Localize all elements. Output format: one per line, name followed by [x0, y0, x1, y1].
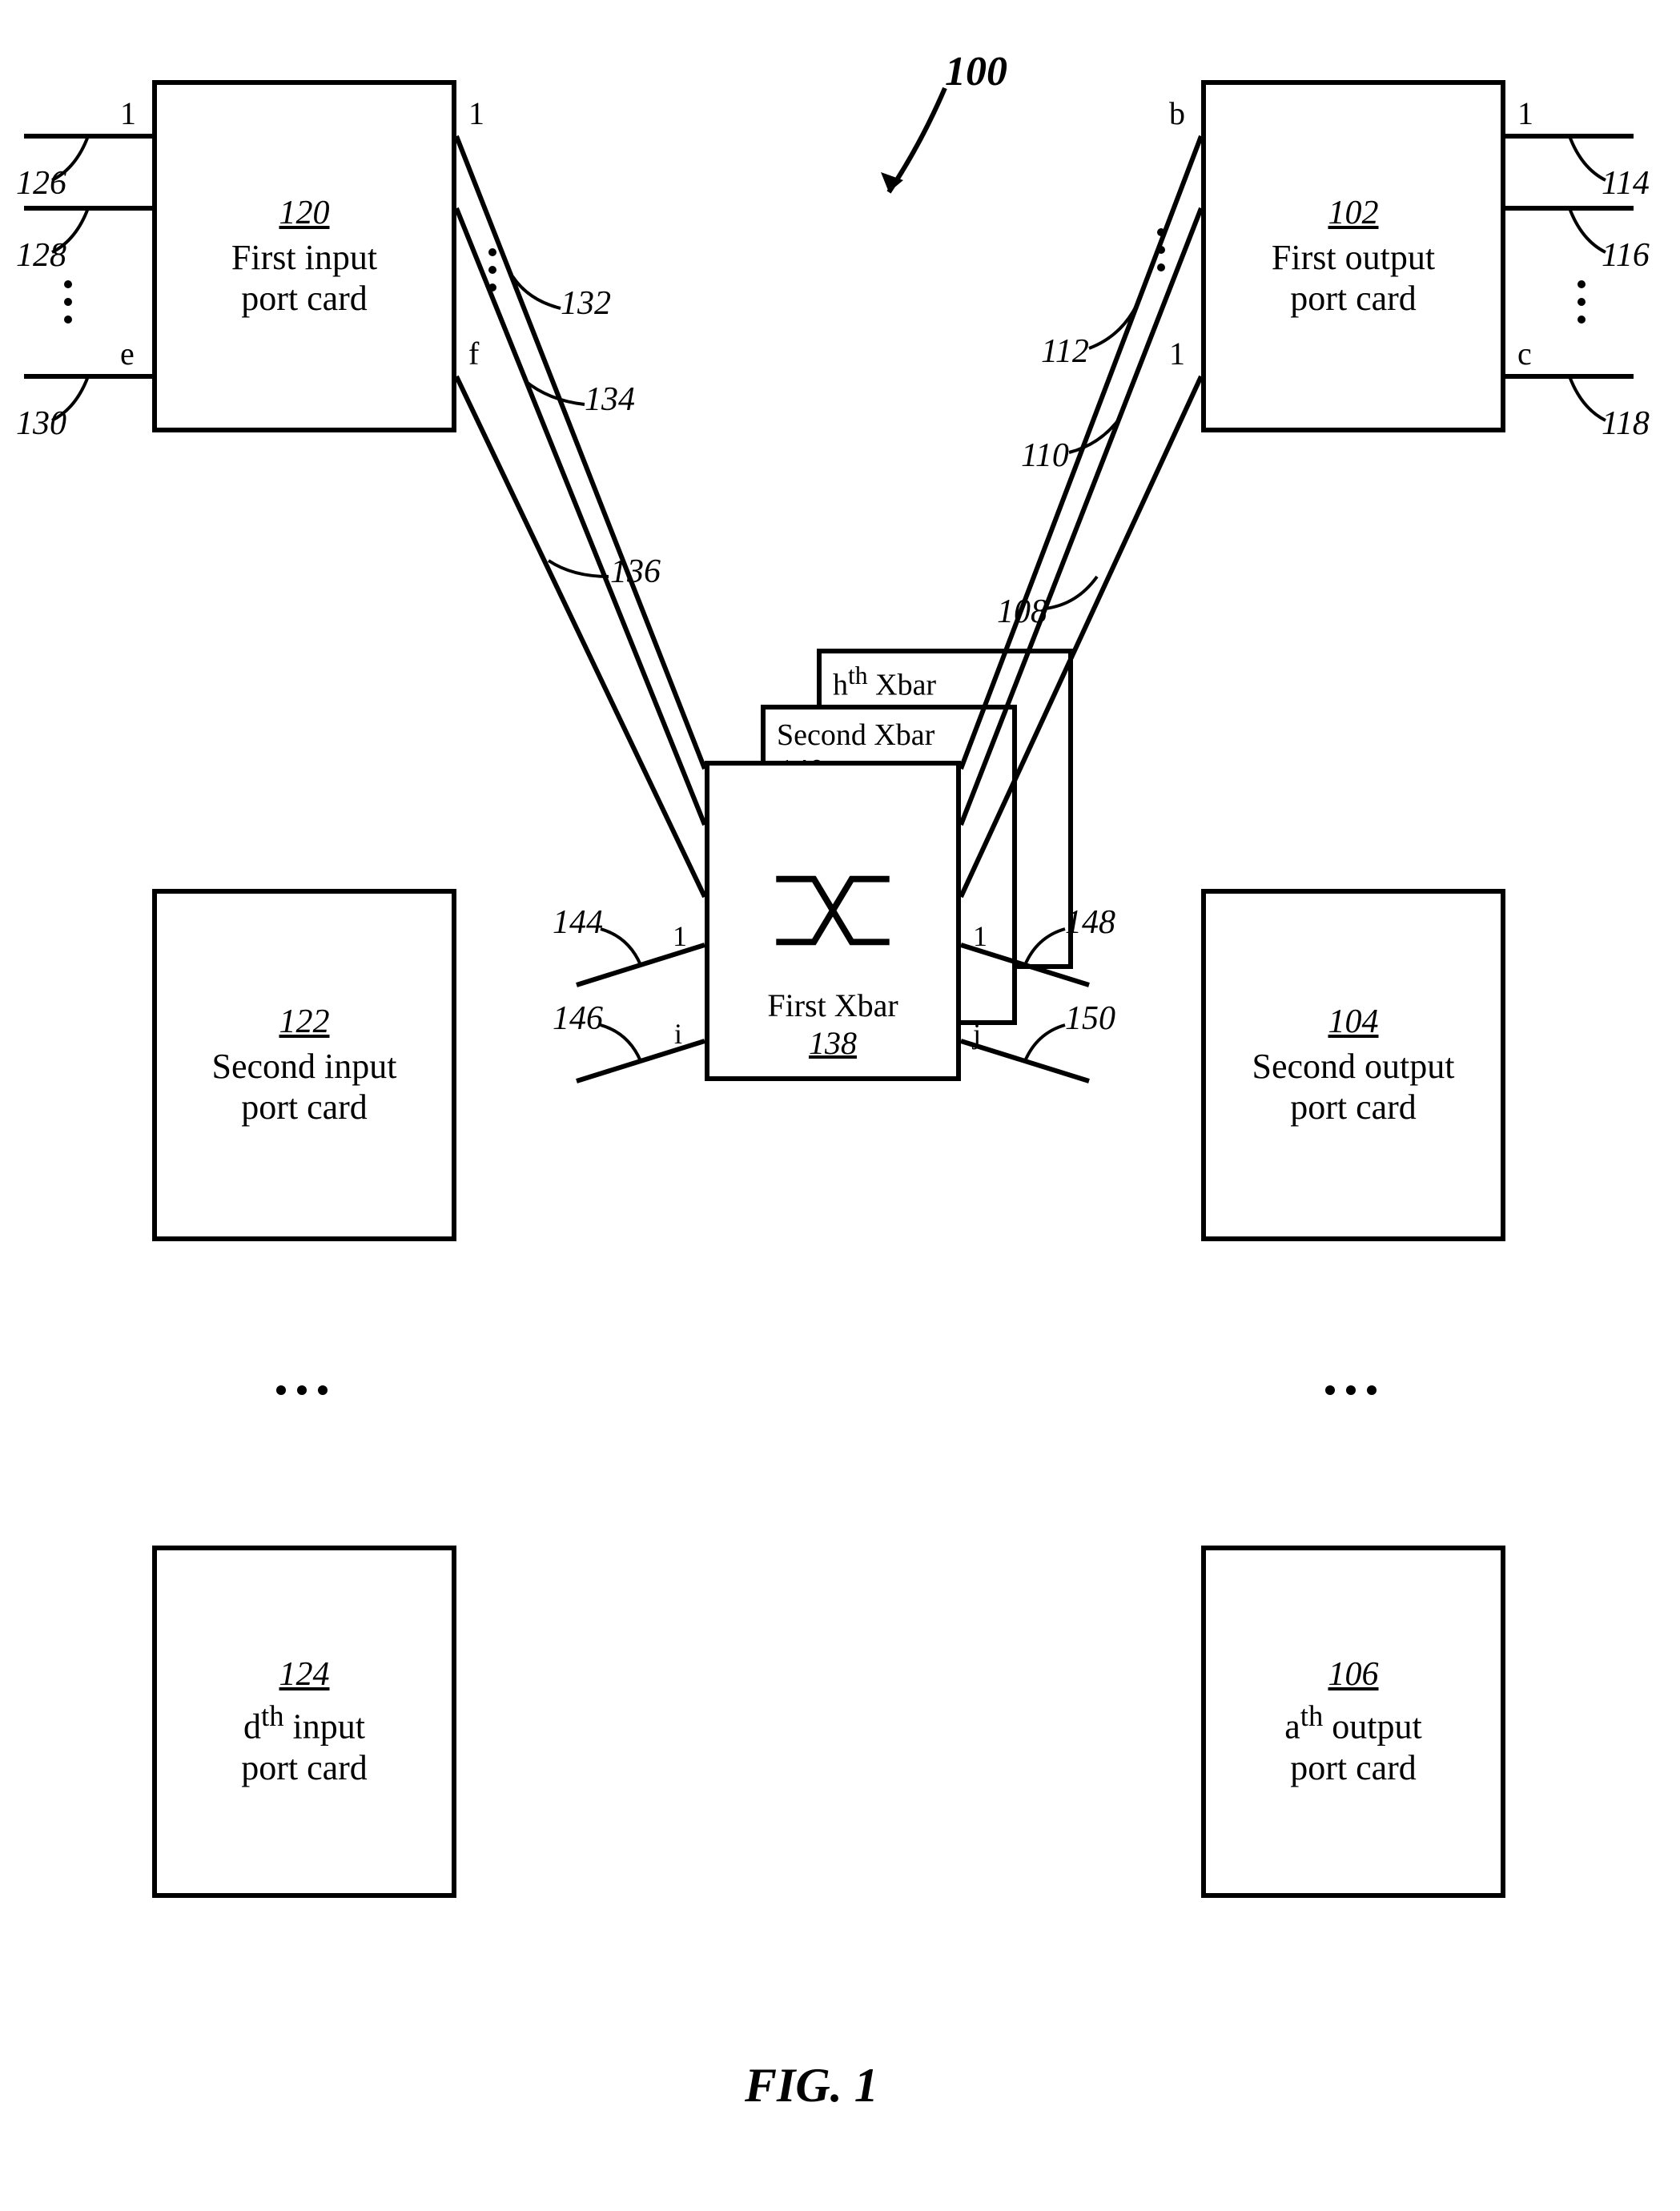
second-input-label1: Second input — [212, 1046, 397, 1087]
first-output-label2: port card — [1290, 278, 1417, 319]
first-input-port-card: 120 First input port card — [152, 80, 456, 432]
xbar-left-port-1: 1 — [673, 919, 687, 953]
ref-104: 104 — [1328, 1003, 1379, 1041]
ref-122: 122 — [279, 1003, 330, 1041]
input-cards-ellipsis — [276, 1385, 328, 1395]
first-xbar: First Xbar 138 — [705, 761, 961, 1081]
ref-106: 106 — [1328, 1655, 1379, 1694]
label-130: 130 — [16, 404, 66, 443]
label-118: 118 — [1602, 404, 1650, 443]
output-left-port-1: 1 — [1169, 335, 1185, 372]
label-132: 132 — [561, 284, 611, 323]
label-150: 150 — [1065, 999, 1115, 1038]
xbar-right-port-j: j — [973, 1017, 981, 1051]
hth-xbar-label: hth Xbar — [833, 661, 936, 703]
output-right-port-c: c — [1517, 335, 1532, 372]
label-136: 136 — [610, 553, 661, 591]
ath-output-label2: port card — [1290, 1747, 1417, 1788]
output-cards-ellipsis — [1325, 1385, 1377, 1395]
first-xbar-label: First Xbar — [767, 987, 898, 1024]
label-126: 126 — [16, 164, 66, 203]
dth-input-label2: port card — [241, 1747, 368, 1788]
second-xbar-label: Second Xbar — [777, 718, 934, 753]
label-146: 146 — [553, 999, 603, 1038]
ref-138: 138 — [809, 1024, 857, 1062]
label-108: 108 — [997, 593, 1047, 631]
dth-input-port-card: 124 dth input port card — [152, 1546, 456, 1898]
input-left-port-1: 1 — [120, 94, 136, 132]
second-output-label1: Second output — [1252, 1046, 1455, 1087]
first-output-label1: First output — [1272, 237, 1435, 278]
output-right-port-1: 1 — [1517, 94, 1533, 132]
input-left-port-e: e — [120, 335, 135, 372]
output-left-ports-ellipsis — [1157, 228, 1165, 271]
output-right-ports-ellipsis — [1578, 280, 1586, 324]
label-110: 110 — [1021, 436, 1069, 475]
first-input-label1: First input — [231, 237, 377, 278]
xbar-left-port-i: i — [674, 1017, 682, 1051]
input-right-ports-ellipsis — [488, 248, 496, 291]
first-input-label2: port card — [241, 278, 368, 319]
second-input-port-card: 122 Second input port card — [152, 889, 456, 1241]
xbar-right-port-1: 1 — [973, 919, 987, 953]
ath-output-port-card: 106 ath output port card — [1201, 1546, 1505, 1898]
dth-input-label1: dth input — [243, 1698, 365, 1747]
input-left-ports-ellipsis — [64, 280, 72, 324]
input-right-port-f: f — [468, 335, 479, 372]
ref-124: 124 — [279, 1655, 330, 1694]
first-output-port-card: 102 First output port card — [1201, 80, 1505, 432]
second-input-label2: port card — [241, 1087, 368, 1128]
input-right-port-1: 1 — [468, 94, 484, 132]
label-144: 144 — [553, 903, 603, 942]
label-128: 128 — [16, 236, 66, 275]
ref-120: 120 — [279, 194, 330, 232]
label-100: 100 — [945, 48, 1007, 95]
ath-output-label1: ath output — [1284, 1698, 1422, 1747]
label-116: 116 — [1602, 236, 1650, 275]
label-114: 114 — [1602, 164, 1650, 203]
second-output-port-card: 104 Second output port card — [1201, 889, 1505, 1241]
label-134: 134 — [585, 380, 635, 419]
label-148: 148 — [1065, 903, 1115, 942]
xbar-cross-icon — [769, 866, 897, 955]
label-112: 112 — [1041, 332, 1089, 371]
output-left-port-b: b — [1169, 94, 1185, 132]
figure-caption: FIG. 1 — [745, 2058, 878, 2113]
second-output-label2: port card — [1290, 1087, 1417, 1128]
ref-102: 102 — [1328, 194, 1379, 232]
